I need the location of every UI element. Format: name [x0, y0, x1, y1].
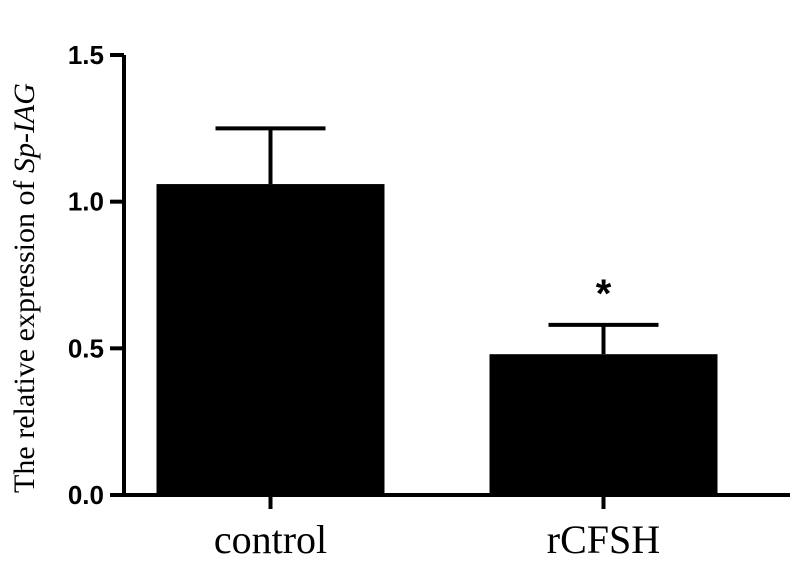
y-axis-label-gene: Sp-IAG [8, 83, 41, 173]
y-tick-label: 1.0 [68, 187, 104, 217]
bar [156, 184, 385, 496]
y-axis-label-prefix: The relative expression of [8, 173, 41, 493]
x-category-label: control [214, 517, 327, 562]
y-tick-label: 0.5 [68, 333, 104, 363]
bars: * [156, 126, 718, 496]
y-axis-label: The relative expression of Sp-IAG [8, 83, 41, 493]
significance-marker: * [596, 272, 612, 316]
x-category-label: rCFSH [547, 517, 660, 562]
y-ticks: 0.0 0.5 1.0 1.5 [68, 40, 124, 510]
y-tick-label: 0.0 [68, 480, 104, 510]
y-tick-label: 1.5 [68, 40, 104, 70]
bar [489, 354, 718, 495]
x-categories: control rCFSH [214, 517, 660, 562]
